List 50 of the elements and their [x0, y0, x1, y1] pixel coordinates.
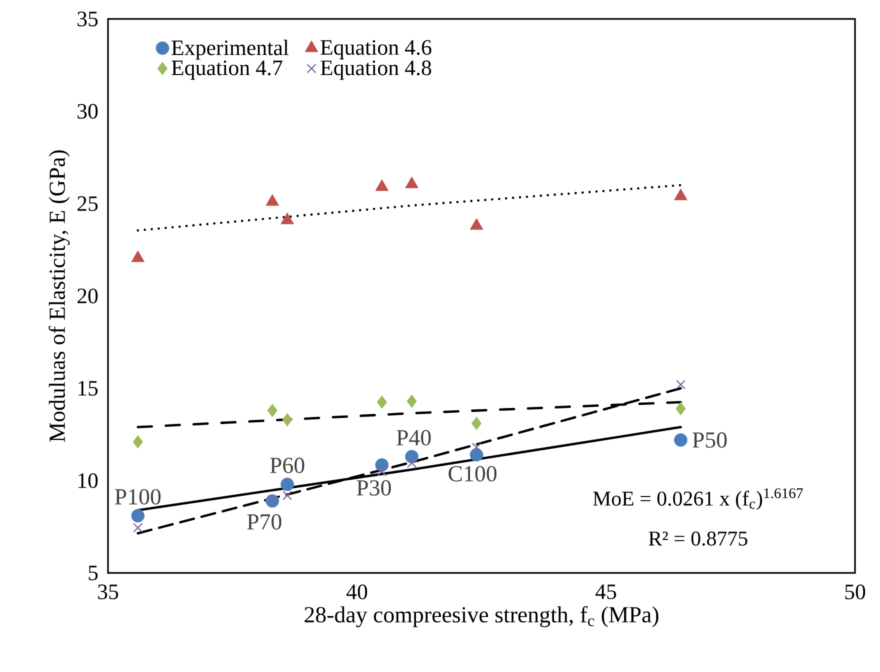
- y-tick-label: 30: [78, 104, 98, 119]
- point: [676, 402, 686, 416]
- point: [131, 250, 145, 262]
- annotation: P40: [396, 430, 431, 446]
- x-axis-title: 28-day compreesive strength, f$_{c}$ (MPa): [304, 606, 658, 628]
- point: [282, 413, 292, 426]
- annotation: P50: [692, 432, 727, 448]
- point: [406, 394, 417, 408]
- point: [132, 435, 143, 449]
- y-tick-label: 15: [78, 380, 98, 396]
- point: [375, 179, 389, 191]
- point: [674, 433, 688, 447]
- annotation: P30: [356, 480, 391, 496]
- point: [376, 395, 387, 409]
- y-tick-label: 5: [88, 566, 98, 580]
- point: [405, 176, 418, 188]
- x-tick-label: 45: [595, 584, 616, 600]
- annotation: C100: [448, 466, 496, 482]
- legend-label: Experimental: [172, 40, 289, 60]
- point: [674, 188, 688, 200]
- legend-label: Equation 4.6: [320, 40, 432, 60]
- y-tick-label: 35: [78, 12, 98, 26]
- point: [470, 218, 484, 230]
- point: [280, 478, 294, 492]
- point: [472, 442, 482, 452]
- point: [280, 212, 294, 224]
- y-tick-label: 20: [78, 288, 98, 304]
- point: [406, 458, 417, 468]
- y-axis-title: Moduluas of Elasticity, E (GPa): [48, 150, 70, 442]
- x-tick-label: 35: [98, 584, 118, 600]
- x-tick-label: 50: [845, 584, 866, 600]
- point: [471, 416, 482, 430]
- annotation: R² = 0.8775: [648, 532, 748, 546]
- point: [266, 194, 280, 206]
- annotation: P100: [114, 489, 161, 505]
- annotation: MoE = 0.0261 x (f$_{c}$)$^{1.6167}$: [593, 488, 803, 510]
- point: [282, 490, 292, 500]
- legend-label: Equation 4.8: [320, 60, 432, 80]
- point: [267, 404, 278, 418]
- annotation: P70: [247, 514, 282, 530]
- point: [470, 448, 484, 462]
- legend-label: Equation 4.7: [172, 60, 282, 80]
- point: [133, 522, 143, 533]
- point: [131, 509, 145, 522]
- point: [377, 466, 387, 476]
- point: [676, 380, 686, 390]
- x-tick-label: 40: [346, 584, 368, 600]
- y-tick-label: 10: [78, 473, 98, 488]
- annotation: P60: [270, 458, 304, 474]
- y-tick-label: 25: [78, 196, 98, 212]
